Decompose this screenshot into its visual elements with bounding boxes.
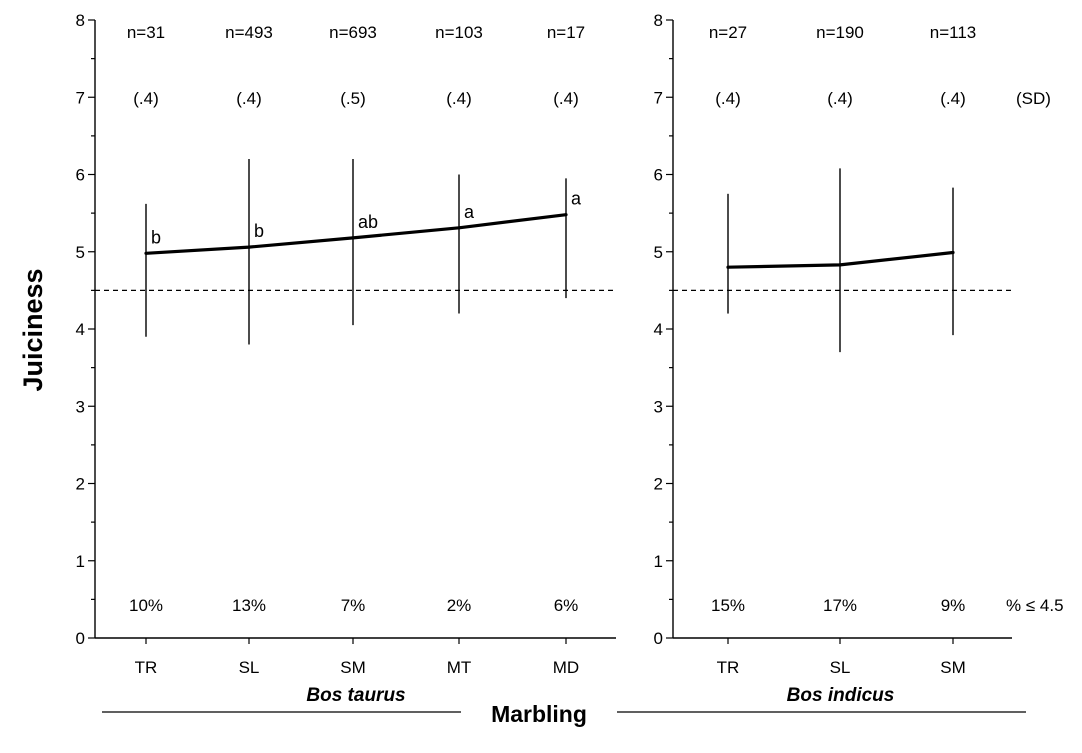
sd-label: (.4) bbox=[553, 89, 579, 108]
y-tick-label: 4 bbox=[654, 320, 663, 339]
mean-line bbox=[145, 213, 567, 255]
x-tick-label: SM bbox=[340, 658, 366, 677]
significance-letter: a bbox=[464, 202, 475, 222]
panel-bos-indicus: 0 1 2 3 4 5 6 7 8 n=27 (.4) 15% TR n=190 (.4) 17% SL n=11… bbox=[654, 11, 1012, 706]
pct-label: 10% bbox=[129, 596, 163, 615]
pct-label: 6% bbox=[554, 596, 579, 615]
group-label: Bos taurus bbox=[306, 685, 405, 706]
y-axis-label: Juiciness bbox=[18, 268, 48, 391]
n-label: n=493 bbox=[225, 23, 273, 42]
significance-letter: a bbox=[571, 189, 582, 209]
data-point bbox=[351, 236, 355, 240]
sd-label: (.5) bbox=[340, 89, 366, 108]
pct-tag: % ≤ 4.5 bbox=[1006, 596, 1064, 615]
significance-letter: b bbox=[254, 221, 264, 241]
x-tick-label: MD bbox=[553, 658, 579, 677]
data-point bbox=[144, 251, 148, 255]
data-point bbox=[564, 213, 568, 217]
sd-label: (.4) bbox=[940, 89, 966, 108]
y-tick-label: 8 bbox=[654, 11, 663, 30]
y-tick-label: 7 bbox=[654, 88, 663, 107]
sd-label: (.4) bbox=[446, 89, 472, 108]
panel-bos-taurus: 0 1 2 3 4 5 6 7 8 b b ab a a n=31 (.4) 10% TR n=493 (.4) 13%… bbox=[76, 11, 616, 706]
sd-label: (.4) bbox=[827, 89, 853, 108]
sd-label: (.4) bbox=[236, 89, 262, 108]
y-tick-label: 2 bbox=[654, 475, 663, 494]
data-point bbox=[457, 226, 461, 230]
data-point bbox=[247, 245, 251, 249]
n-label: n=31 bbox=[127, 23, 165, 42]
y-tick-label: 6 bbox=[654, 166, 663, 185]
x-tick-label: SL bbox=[239, 658, 260, 677]
data-point bbox=[838, 263, 842, 267]
y-tick-label: 2 bbox=[76, 475, 85, 494]
n-label: n=113 bbox=[930, 23, 976, 42]
pct-label: 9% bbox=[941, 596, 966, 615]
sd-tag: (SD) bbox=[1016, 89, 1051, 108]
x-tick-label: MT bbox=[447, 658, 472, 677]
significance-letter: b bbox=[151, 227, 161, 247]
n-label: n=27 bbox=[709, 23, 747, 42]
data-point bbox=[726, 265, 730, 269]
y-tick-label: 0 bbox=[654, 629, 663, 648]
n-label: n=103 bbox=[435, 23, 483, 42]
y-tick-label: 7 bbox=[76, 88, 85, 107]
data-point bbox=[951, 250, 955, 255]
y-tick-label: 4 bbox=[76, 320, 85, 339]
x-tick-label: SM bbox=[940, 658, 966, 677]
sd-label: (.4) bbox=[715, 89, 741, 108]
pct-label: 15% bbox=[711, 596, 745, 615]
marbling-label: Marbling bbox=[491, 701, 587, 727]
pct-label: 17% bbox=[823, 596, 857, 615]
y-tick-label: 1 bbox=[76, 552, 85, 571]
n-label: n=693 bbox=[329, 23, 377, 42]
significance-letter: ab bbox=[358, 212, 378, 232]
pct-label: 2% bbox=[447, 596, 472, 615]
y-tick-label: 3 bbox=[654, 397, 663, 416]
y-tick-label: 5 bbox=[654, 243, 663, 262]
pct-label: 13% bbox=[232, 596, 266, 615]
y-tick-label: 0 bbox=[76, 629, 85, 648]
x-tick-label: SL bbox=[830, 658, 851, 677]
pct-label: 7% bbox=[341, 596, 366, 615]
y-tick-label: 3 bbox=[76, 397, 85, 416]
group-label: Bos indicus bbox=[787, 685, 895, 706]
y-tick-label: 5 bbox=[76, 243, 85, 262]
n-label: n=17 bbox=[547, 23, 585, 42]
x-tick-label: TR bbox=[717, 658, 740, 677]
n-label: n=190 bbox=[816, 23, 864, 42]
y-tick-label: 8 bbox=[76, 11, 85, 30]
sd-label: (.4) bbox=[133, 89, 159, 108]
x-tick-label: TR bbox=[135, 658, 158, 677]
y-tick-label: 1 bbox=[654, 552, 663, 571]
y-tick-label: 6 bbox=[76, 166, 85, 185]
